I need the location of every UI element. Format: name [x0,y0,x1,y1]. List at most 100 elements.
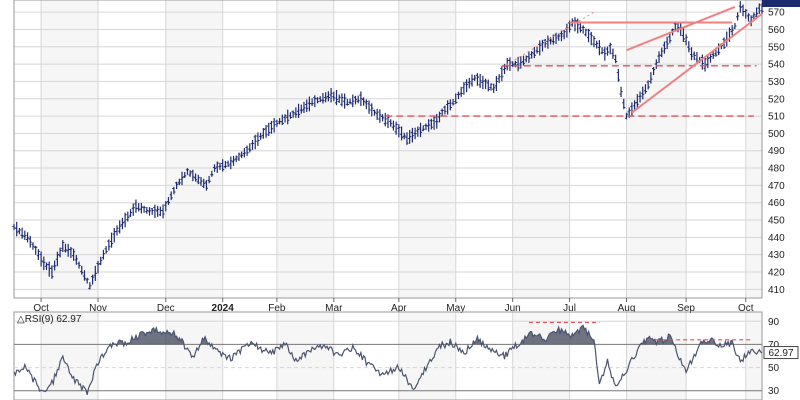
ohlc-bar [681,27,686,42]
ohlc-bar [245,145,249,156]
ohlc-bar [635,94,639,108]
ohlc-bar [196,174,200,185]
ohlc-bar [497,74,501,84]
ohlc-bar [421,125,425,132]
ohlc-bar [137,203,141,212]
ohlc-bar [326,91,330,102]
ohlc-bar [462,82,466,95]
ohlc-bar [36,249,40,261]
ohlc-bar [733,23,737,29]
ohlc-bar [492,83,496,94]
ohlc-bar [554,32,558,44]
month-band [165,0,223,298]
ohlc-bar [275,119,279,127]
price-tick-label: 540 [768,60,785,71]
ohlc-bar [169,191,173,201]
ohlc-bar [256,132,260,146]
rsi-value-text: 62.97 [768,348,793,359]
rsi-tick-label: 50 [768,363,780,374]
ohlc-bar [77,261,81,269]
ohlc-bar [519,56,523,69]
ohlc-bar [687,41,691,53]
ohlc-bar [584,28,588,37]
ohlc-bar [684,34,688,46]
ohlc-bar [55,251,59,267]
ohlc-bar [581,25,585,34]
ohlc-bar [147,207,152,216]
ohlc-bar [210,170,214,177]
ohlc-bar [741,4,745,17]
ohlc-bar [28,235,32,248]
ohlc-bar [654,59,658,69]
ohlc-bar [657,51,661,64]
ohlc-bar [131,203,135,216]
ohlc-bar [50,265,54,279]
ohlc-bar [242,148,246,158]
ohlc-bar [399,126,404,141]
time-tick-label: Mar [325,303,343,314]
price-tick-label: 440 [768,233,785,244]
ohlc-bar [700,54,704,70]
ohlc-bar [559,30,564,42]
price-frame [13,0,763,299]
ohlc-bar [736,12,740,21]
ohlc-bar [757,3,761,14]
ohlc-bar [126,211,130,222]
ohlc-bar [15,221,19,237]
ohlc-bar [142,205,146,213]
ohlc-bar [104,246,108,254]
ohlc-bar [215,161,219,173]
ohlc-bar [134,199,138,213]
ohlc-bar [375,108,379,120]
ohlc-bar [34,245,38,255]
ohlc-bar [202,178,206,189]
ohlc-bar [345,98,349,106]
ohlc-bar [259,132,263,140]
ohlc-bar [586,28,591,43]
ohlc-bar [69,247,73,259]
ohlc-bar [475,73,480,86]
ohlc-bar [730,25,734,36]
price-tick-label: 520 [768,94,785,105]
ohlc-bar [611,48,615,59]
ohlc-bar [500,66,504,82]
ohlc-bar [61,240,65,252]
ohlc-bar [478,73,482,88]
ohlc-bar [253,134,257,150]
ohlc-bar [668,32,672,44]
ohlc-bar [543,39,547,48]
ohlc-bar [185,168,190,175]
time-tick-label: Oct [33,303,49,314]
ohlc-bar [532,47,536,59]
ohlc-bar [329,88,333,103]
ohlc-bar [212,164,217,172]
ohlc-bar [343,93,347,109]
ohlc-bar [459,86,463,97]
time-tick-label: Sep [677,303,695,314]
ohlc-bar [291,110,295,118]
price-grid [13,0,763,299]
ohlc-bar [619,86,623,97]
ohlc-bar [711,51,715,59]
ohlc-bar [283,114,287,123]
month-band [276,0,334,298]
ohlc-bar [432,115,436,130]
ohlc-bar [93,265,97,281]
ohlc-bar [448,99,452,111]
ohlc-bar [689,47,694,61]
price-tick-label: 480 [768,164,785,175]
ohlc-bar [74,255,78,265]
ohlc-bar [221,159,225,172]
ohlc-bar [467,77,471,89]
ohlc-bar [166,197,171,205]
rsi-month-band [398,312,456,400]
ohlc-bar [614,54,618,64]
ohlc-bar [530,51,534,59]
ohlc-bar [191,169,195,182]
ohlc-bar [250,139,255,150]
close-price-badge [762,0,800,7]
ohlc-bar [394,121,398,135]
ohlc-bar [660,47,664,58]
ohlc-bar [646,80,650,90]
ohlc-bar [454,93,458,105]
